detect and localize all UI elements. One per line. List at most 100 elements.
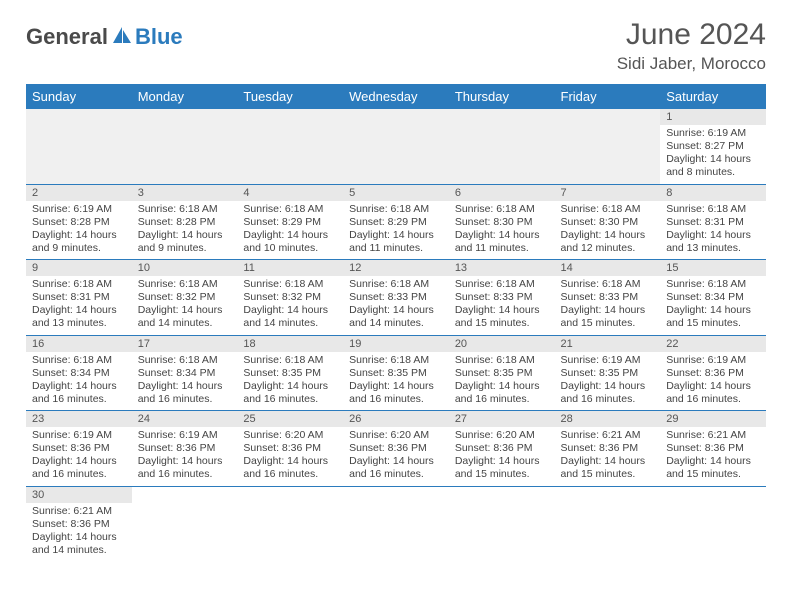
calendar-day: 13Sunrise: 6:18 AMSunset: 8:33 PMDayligh…: [449, 260, 555, 336]
daylight-text-2: and 16 minutes.: [561, 393, 655, 406]
daylight-text: Daylight: 14 hours: [138, 380, 232, 393]
calendar-empty: [132, 109, 238, 184]
page-header: General Blue June 2024 Sidi Jaber, Moroc…: [26, 18, 766, 74]
calendar-day: 25Sunrise: 6:20 AMSunset: 8:36 PMDayligh…: [237, 411, 343, 487]
daylight-text-2: and 15 minutes.: [666, 317, 760, 330]
day-details: Sunrise: 6:19 AMSunset: 8:28 PMDaylight:…: [26, 201, 132, 260]
calendar-day: 19Sunrise: 6:18 AMSunset: 8:35 PMDayligh…: [343, 335, 449, 411]
daylight-text-2: and 11 minutes.: [455, 242, 549, 255]
sunset-text: Sunset: 8:34 PM: [32, 367, 126, 380]
day-number: 28: [555, 411, 661, 427]
calendar-day: 30Sunrise: 6:21 AMSunset: 8:36 PMDayligh…: [26, 486, 132, 561]
sunrise-text: Sunrise: 6:20 AM: [455, 429, 549, 442]
calendar-day: 15Sunrise: 6:18 AMSunset: 8:34 PMDayligh…: [660, 260, 766, 336]
daylight-text: Daylight: 14 hours: [455, 229, 549, 242]
daylight-text: Daylight: 14 hours: [349, 455, 443, 468]
calendar-day: 11Sunrise: 6:18 AMSunset: 8:32 PMDayligh…: [237, 260, 343, 336]
sunrise-text: Sunrise: 6:19 AM: [666, 354, 760, 367]
daylight-text-2: and 15 minutes.: [455, 468, 549, 481]
day-number: 29: [660, 411, 766, 427]
day-number: 17: [132, 336, 238, 352]
daylight-text-2: and 8 minutes.: [666, 166, 760, 179]
day-header: Friday: [555, 84, 661, 109]
calendar-empty: [237, 109, 343, 184]
sunrise-text: Sunrise: 6:19 AM: [561, 354, 655, 367]
day-details: Sunrise: 6:18 AMSunset: 8:31 PMDaylight:…: [660, 201, 766, 260]
sunrise-text: Sunrise: 6:18 AM: [349, 278, 443, 291]
calendar-week: 23Sunrise: 6:19 AMSunset: 8:36 PMDayligh…: [26, 411, 766, 487]
calendar-day: 10Sunrise: 6:18 AMSunset: 8:32 PMDayligh…: [132, 260, 238, 336]
day-header: Thursday: [449, 84, 555, 109]
daylight-text: Daylight: 14 hours: [455, 380, 549, 393]
day-details: Sunrise: 6:21 AMSunset: 8:36 PMDaylight:…: [660, 427, 766, 486]
sunrise-text: Sunrise: 6:19 AM: [138, 429, 232, 442]
calendar-day: 5Sunrise: 6:18 AMSunset: 8:29 PMDaylight…: [343, 184, 449, 260]
day-number: 20: [449, 336, 555, 352]
sunset-text: Sunset: 8:35 PM: [243, 367, 337, 380]
sunset-text: Sunset: 8:29 PM: [349, 216, 443, 229]
daylight-text: Daylight: 14 hours: [32, 531, 126, 544]
day-number: 9: [26, 260, 132, 276]
day-details: Sunrise: 6:21 AMSunset: 8:36 PMDaylight:…: [26, 503, 132, 562]
sunrise-text: Sunrise: 6:18 AM: [32, 354, 126, 367]
calendar-week: 30Sunrise: 6:21 AMSunset: 8:36 PMDayligh…: [26, 486, 766, 561]
daylight-text: Daylight: 14 hours: [349, 304, 443, 317]
calendar-empty: [555, 109, 661, 184]
day-number: 11: [237, 260, 343, 276]
daylight-text: Daylight: 14 hours: [455, 304, 549, 317]
daylight-text-2: and 16 minutes.: [32, 468, 126, 481]
daylight-text-2: and 12 minutes.: [561, 242, 655, 255]
daylight-text-2: and 13 minutes.: [32, 317, 126, 330]
day-details: Sunrise: 6:19 AMSunset: 8:36 PMDaylight:…: [660, 352, 766, 411]
sunrise-text: Sunrise: 6:18 AM: [455, 278, 549, 291]
day-details: Sunrise: 6:20 AMSunset: 8:36 PMDaylight:…: [237, 427, 343, 486]
calendar-header-row: SundayMondayTuesdayWednesdayThursdayFrid…: [26, 84, 766, 109]
day-details: Sunrise: 6:18 AMSunset: 8:30 PMDaylight:…: [449, 201, 555, 260]
day-number: 14: [555, 260, 661, 276]
daylight-text-2: and 16 minutes.: [349, 468, 443, 481]
sunrise-text: Sunrise: 6:18 AM: [455, 354, 549, 367]
daylight-text: Daylight: 14 hours: [243, 380, 337, 393]
sunset-text: Sunset: 8:34 PM: [666, 291, 760, 304]
sunset-text: Sunset: 8:36 PM: [561, 442, 655, 455]
day-details: Sunrise: 6:18 AMSunset: 8:35 PMDaylight:…: [237, 352, 343, 411]
daylight-text-2: and 14 minutes.: [349, 317, 443, 330]
brand-logo: General Blue: [26, 24, 183, 50]
calendar-empty: [343, 486, 449, 561]
title-block: June 2024 Sidi Jaber, Morocco: [617, 18, 766, 74]
day-details: Sunrise: 6:19 AMSunset: 8:27 PMDaylight:…: [660, 125, 766, 184]
sunset-text: Sunset: 8:32 PM: [138, 291, 232, 304]
day-number: 4: [237, 185, 343, 201]
calendar-day: 20Sunrise: 6:18 AMSunset: 8:35 PMDayligh…: [449, 335, 555, 411]
day-details: Sunrise: 6:20 AMSunset: 8:36 PMDaylight:…: [449, 427, 555, 486]
daylight-text-2: and 15 minutes.: [561, 317, 655, 330]
daylight-text-2: and 16 minutes.: [455, 393, 549, 406]
day-number: 2: [26, 185, 132, 201]
day-header: Sunday: [26, 84, 132, 109]
daylight-text-2: and 16 minutes.: [349, 393, 443, 406]
calendar-empty: [449, 486, 555, 561]
daylight-text: Daylight: 14 hours: [138, 229, 232, 242]
calendar-day: 21Sunrise: 6:19 AMSunset: 8:35 PMDayligh…: [555, 335, 661, 411]
day-details: Sunrise: 6:18 AMSunset: 8:33 PMDaylight:…: [555, 276, 661, 335]
calendar-day: 3Sunrise: 6:18 AMSunset: 8:28 PMDaylight…: [132, 184, 238, 260]
calendar-week: 2Sunrise: 6:19 AMSunset: 8:28 PMDaylight…: [26, 184, 766, 260]
daylight-text: Daylight: 14 hours: [243, 304, 337, 317]
daylight-text-2: and 16 minutes.: [32, 393, 126, 406]
day-number: 27: [449, 411, 555, 427]
daylight-text: Daylight: 14 hours: [243, 455, 337, 468]
daylight-text: Daylight: 14 hours: [349, 380, 443, 393]
sunset-text: Sunset: 8:33 PM: [455, 291, 549, 304]
calendar-day: 18Sunrise: 6:18 AMSunset: 8:35 PMDayligh…: [237, 335, 343, 411]
calendar-day: 29Sunrise: 6:21 AMSunset: 8:36 PMDayligh…: [660, 411, 766, 487]
day-number: 6: [449, 185, 555, 201]
daylight-text: Daylight: 14 hours: [32, 229, 126, 242]
sunrise-text: Sunrise: 6:18 AM: [561, 278, 655, 291]
calendar-day: 14Sunrise: 6:18 AMSunset: 8:33 PMDayligh…: [555, 260, 661, 336]
daylight-text: Daylight: 14 hours: [349, 229, 443, 242]
day-details: Sunrise: 6:19 AMSunset: 8:36 PMDaylight:…: [26, 427, 132, 486]
day-details: Sunrise: 6:18 AMSunset: 8:33 PMDaylight:…: [449, 276, 555, 335]
day-details: Sunrise: 6:19 AMSunset: 8:36 PMDaylight:…: [132, 427, 238, 486]
calendar-day: 24Sunrise: 6:19 AMSunset: 8:36 PMDayligh…: [132, 411, 238, 487]
daylight-text: Daylight: 14 hours: [243, 229, 337, 242]
